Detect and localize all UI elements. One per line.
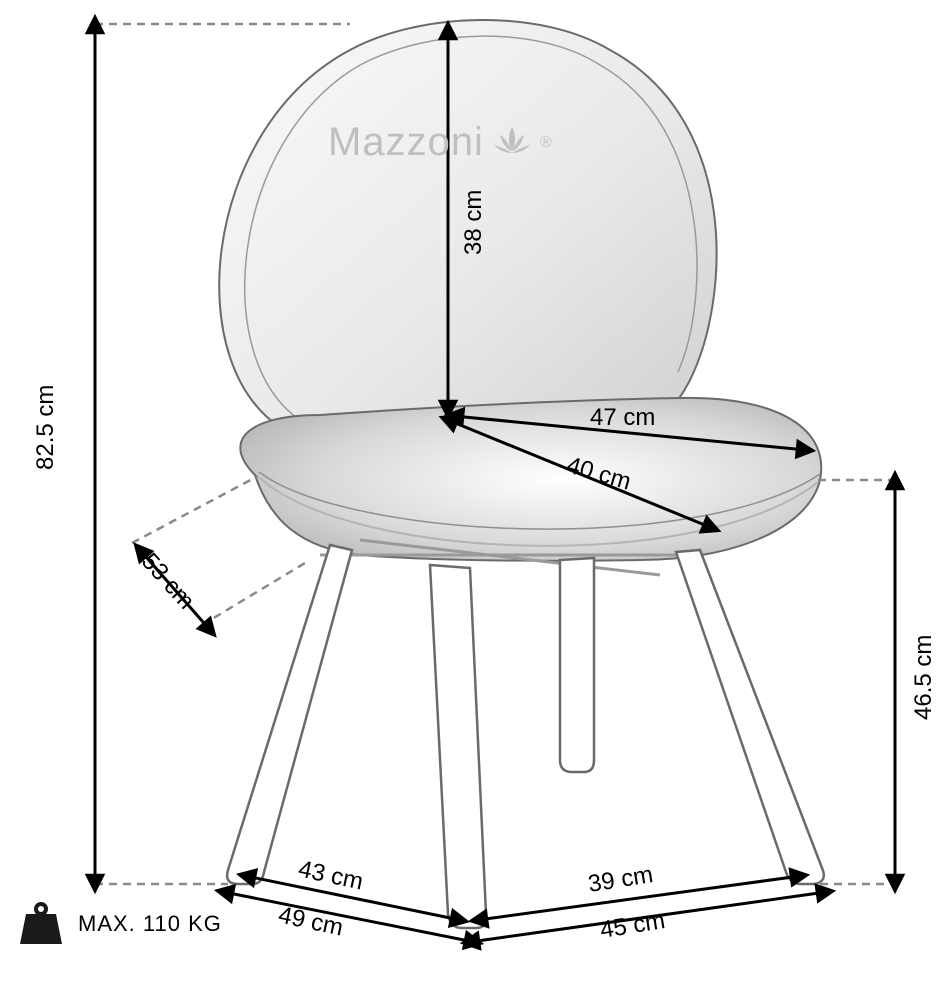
label-seat-width: 47 cm (590, 404, 655, 432)
lotus-icon (490, 121, 534, 165)
label-back-height: 38 cm (460, 190, 488, 255)
label-total-height: 82.5 cm (32, 385, 60, 470)
brand-watermark: Mazzoni ® (328, 120, 553, 165)
brand-text: Mazzoni (328, 120, 484, 165)
weight-icon (18, 902, 64, 946)
max-weight: MAX. 110 KG (18, 902, 222, 946)
weight-label: MAX. 110 KG (78, 911, 222, 937)
label-seat-height: 46.5 cm (910, 635, 938, 720)
dimension-diagram: Mazzoni ® 82.5 cm 46.5 cm 38 cm 47 cm 40… (0, 0, 950, 982)
